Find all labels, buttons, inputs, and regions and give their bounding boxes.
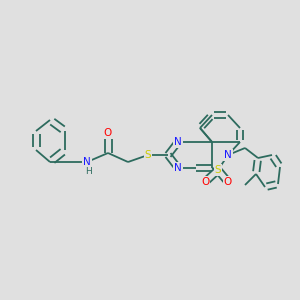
Text: N: N [174, 137, 182, 147]
Text: H: H [85, 167, 92, 176]
Text: S: S [145, 150, 151, 160]
Text: N: N [174, 163, 182, 173]
Text: S: S [215, 165, 221, 175]
Text: N: N [83, 157, 91, 167]
Text: O: O [201, 177, 209, 187]
Text: O: O [224, 177, 232, 187]
Text: N: N [224, 150, 232, 160]
Text: O: O [104, 128, 112, 138]
